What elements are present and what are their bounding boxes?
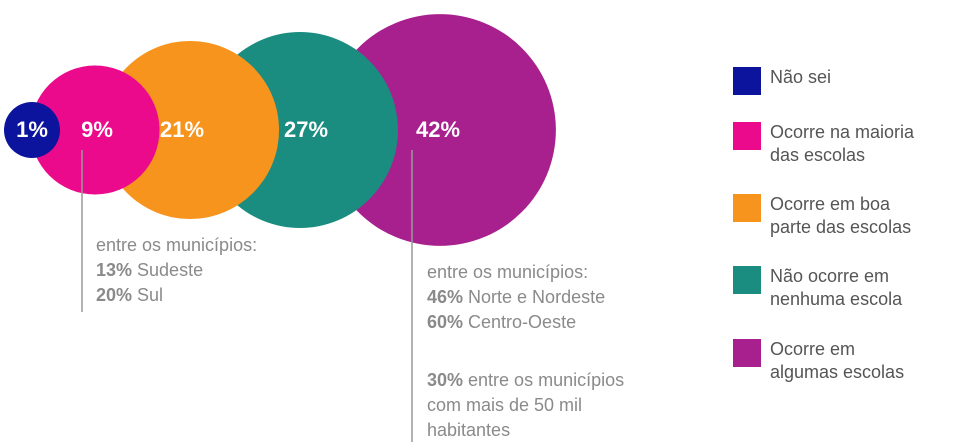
annotation-text: Sul [137,285,164,305]
legend-swatch [733,266,761,294]
annotation-value: 46% [427,287,464,307]
legend-label: Não ocorre em nenhuma escola [770,266,903,309]
legend-label: Ocorre em algumas escolas [770,339,905,382]
bubble [4,102,60,158]
legend-label: Ocorre na maioria das escolas [770,122,915,165]
annotation-value: 30% [427,370,464,390]
legend-item: Não ocorre em nenhuma escola [733,265,902,311]
value-label: 42% [416,117,460,142]
annotation-item: 46% Norte e Nordeste [427,285,624,310]
annotation-note: 30% entre os municípios com mais de 50 mi… [427,368,624,443]
annotation-item: 20% Sul [96,283,257,308]
annotation-heading: entre os municípios: [427,262,589,282]
legend-item: Ocorre na maioria das escolas [733,121,914,167]
legend-swatch [733,122,761,150]
value-label: 21% [160,117,204,142]
value-label: 9% [81,117,113,142]
annotation-value: 60% [427,312,464,332]
annotation-text: entre os municípios com mais de 50 mil h… [427,370,625,440]
legend-swatch [733,339,761,367]
legend-swatch [733,67,761,95]
annotation: entre os municípios: 46% Norte e Nordeste 6… [427,260,624,443]
legend-label: Ocorre em boa parte das escolas [770,194,912,237]
bubble [30,65,160,195]
annotation-text: Sudeste [137,260,204,280]
legend-swatch [733,194,761,222]
annotation-value: 13% [96,260,133,280]
bubble [100,40,280,220]
annotation: entre os municípios: 13% Sudeste 20% Sul [96,233,257,308]
legend-item: Ocorre em boa parte das escolas [733,193,911,239]
bubble [324,14,556,246]
legend-label: Não sei [770,67,832,87]
annotation-text: Norte e Nordeste [468,287,606,307]
annotation-item: 60% Centro-Oeste [427,310,624,335]
annotation-value: 20% [96,285,133,305]
annotation-heading: entre os municípios: [96,235,258,255]
legend-item: Ocorre em algumas escolas [733,338,904,384]
value-label: 27% [284,117,328,142]
annotation-item: 13% Sudeste [96,258,257,283]
legend-item: Não sei [733,66,831,95]
annotation-text: Centro-Oeste [468,312,577,332]
value-label: 1% [16,117,48,142]
